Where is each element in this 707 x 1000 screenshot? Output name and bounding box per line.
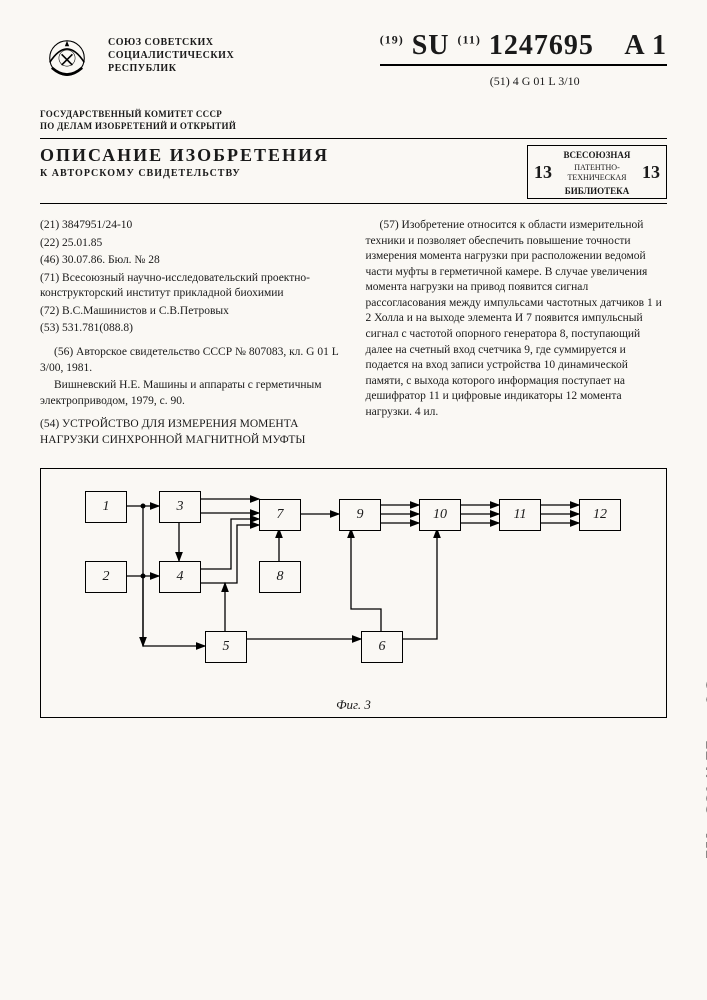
block-7: 7 [259, 499, 301, 531]
document-title: ОПИСАНИЕ ИЗОБРЕТЕНИЯ К АВТОРСКОМУ СВИДЕТ… [40, 145, 507, 179]
block-5: 5 [205, 631, 247, 663]
figure-3: Фиг. 3 13 7 9 10 11 12 24 8 5 6 [40, 468, 667, 718]
right-column: (57) Изобретение относится к области изм… [366, 218, 668, 450]
block-11: 11 [499, 499, 541, 531]
field-71: (71) Всесоюзный научно-исследовательский… [40, 271, 342, 302]
header: СОЮЗ СОВЕТСКИХ СОЦИАЛИСТИЧЕСКИХ РЕСПУБЛИ… [40, 30, 667, 89]
field-22: (22) 25.01.85 [40, 236, 342, 252]
field-72: (72) В.С.Машинистов и С.В.Петровых [40, 304, 342, 320]
library-stamp: ВСЕСОЮЗНАЯ 13 ПАТЕНТНО- ТЕХНИЧЕСКАЯ 13 Б… [527, 145, 667, 199]
document-number: (19) SU (11) 1247695 A 1 (51) 4 G 01 L 3… [380, 30, 667, 89]
block-1: 1 [85, 491, 127, 523]
block-4: 4 [159, 561, 201, 593]
field-46: (46) 30.07.86. Бюл. № 28 [40, 253, 342, 269]
field-56a: (56) Авторское свидетельство СССР № 8070… [40, 345, 342, 376]
ipc-classification: (51) 4 G 01 L 3/10 [380, 74, 667, 89]
block-10: 10 [419, 499, 461, 531]
abstract: (57) Изобретение относится к области изм… [366, 218, 668, 420]
block-12: 12 [579, 499, 621, 531]
figure-caption: Фиг. 3 [41, 697, 666, 713]
field-21: (21) 3847951/24-10 [40, 218, 342, 234]
block-3: 3 [159, 491, 201, 523]
block-8: 8 [259, 561, 301, 593]
field-53: (53) 531.781(088.8) [40, 321, 342, 337]
title-row: ОПИСАНИЕ ИЗОБРЕТЕНИЯ К АВТОРСКОМУ СВИДЕТ… [40, 138, 667, 204]
block-9: 9 [339, 499, 381, 531]
block-2: 2 [85, 561, 127, 593]
patent-page: СОЮЗ СОВЕТСКИХ СОЦИАЛИСТИЧЕСКИХ РЕСПУБЛИ… [0, 0, 707, 1000]
side-document-code: (19) SU (11) 1247695 A1 [701, 653, 707, 860]
organization-name: СОЮЗ СОВЕТСКИХ СОЦИАЛИСТИЧЕСКИХ РЕСПУБЛИ… [108, 30, 234, 75]
ussr-emblem-icon [40, 30, 94, 84]
committee-name: ГОСУДАРСТВЕННЫЙ КОМИТЕТ СССР ПО ДЕЛАМ ИЗ… [40, 109, 667, 132]
field-56b: Вишневский Н.Е. Машины и аппараты с герм… [40, 378, 342, 409]
body-columns: (21) 3847951/24-10 (22) 25.01.85 (46) 30… [40, 218, 667, 450]
field-54: (54) УСТРОЙСТВО ДЛЯ ИЗМЕРЕНИЯ МОМЕНТА НА… [40, 417, 342, 448]
block-6: 6 [361, 631, 403, 663]
left-column: (21) 3847951/24-10 (22) 25.01.85 (46) 30… [40, 218, 342, 450]
